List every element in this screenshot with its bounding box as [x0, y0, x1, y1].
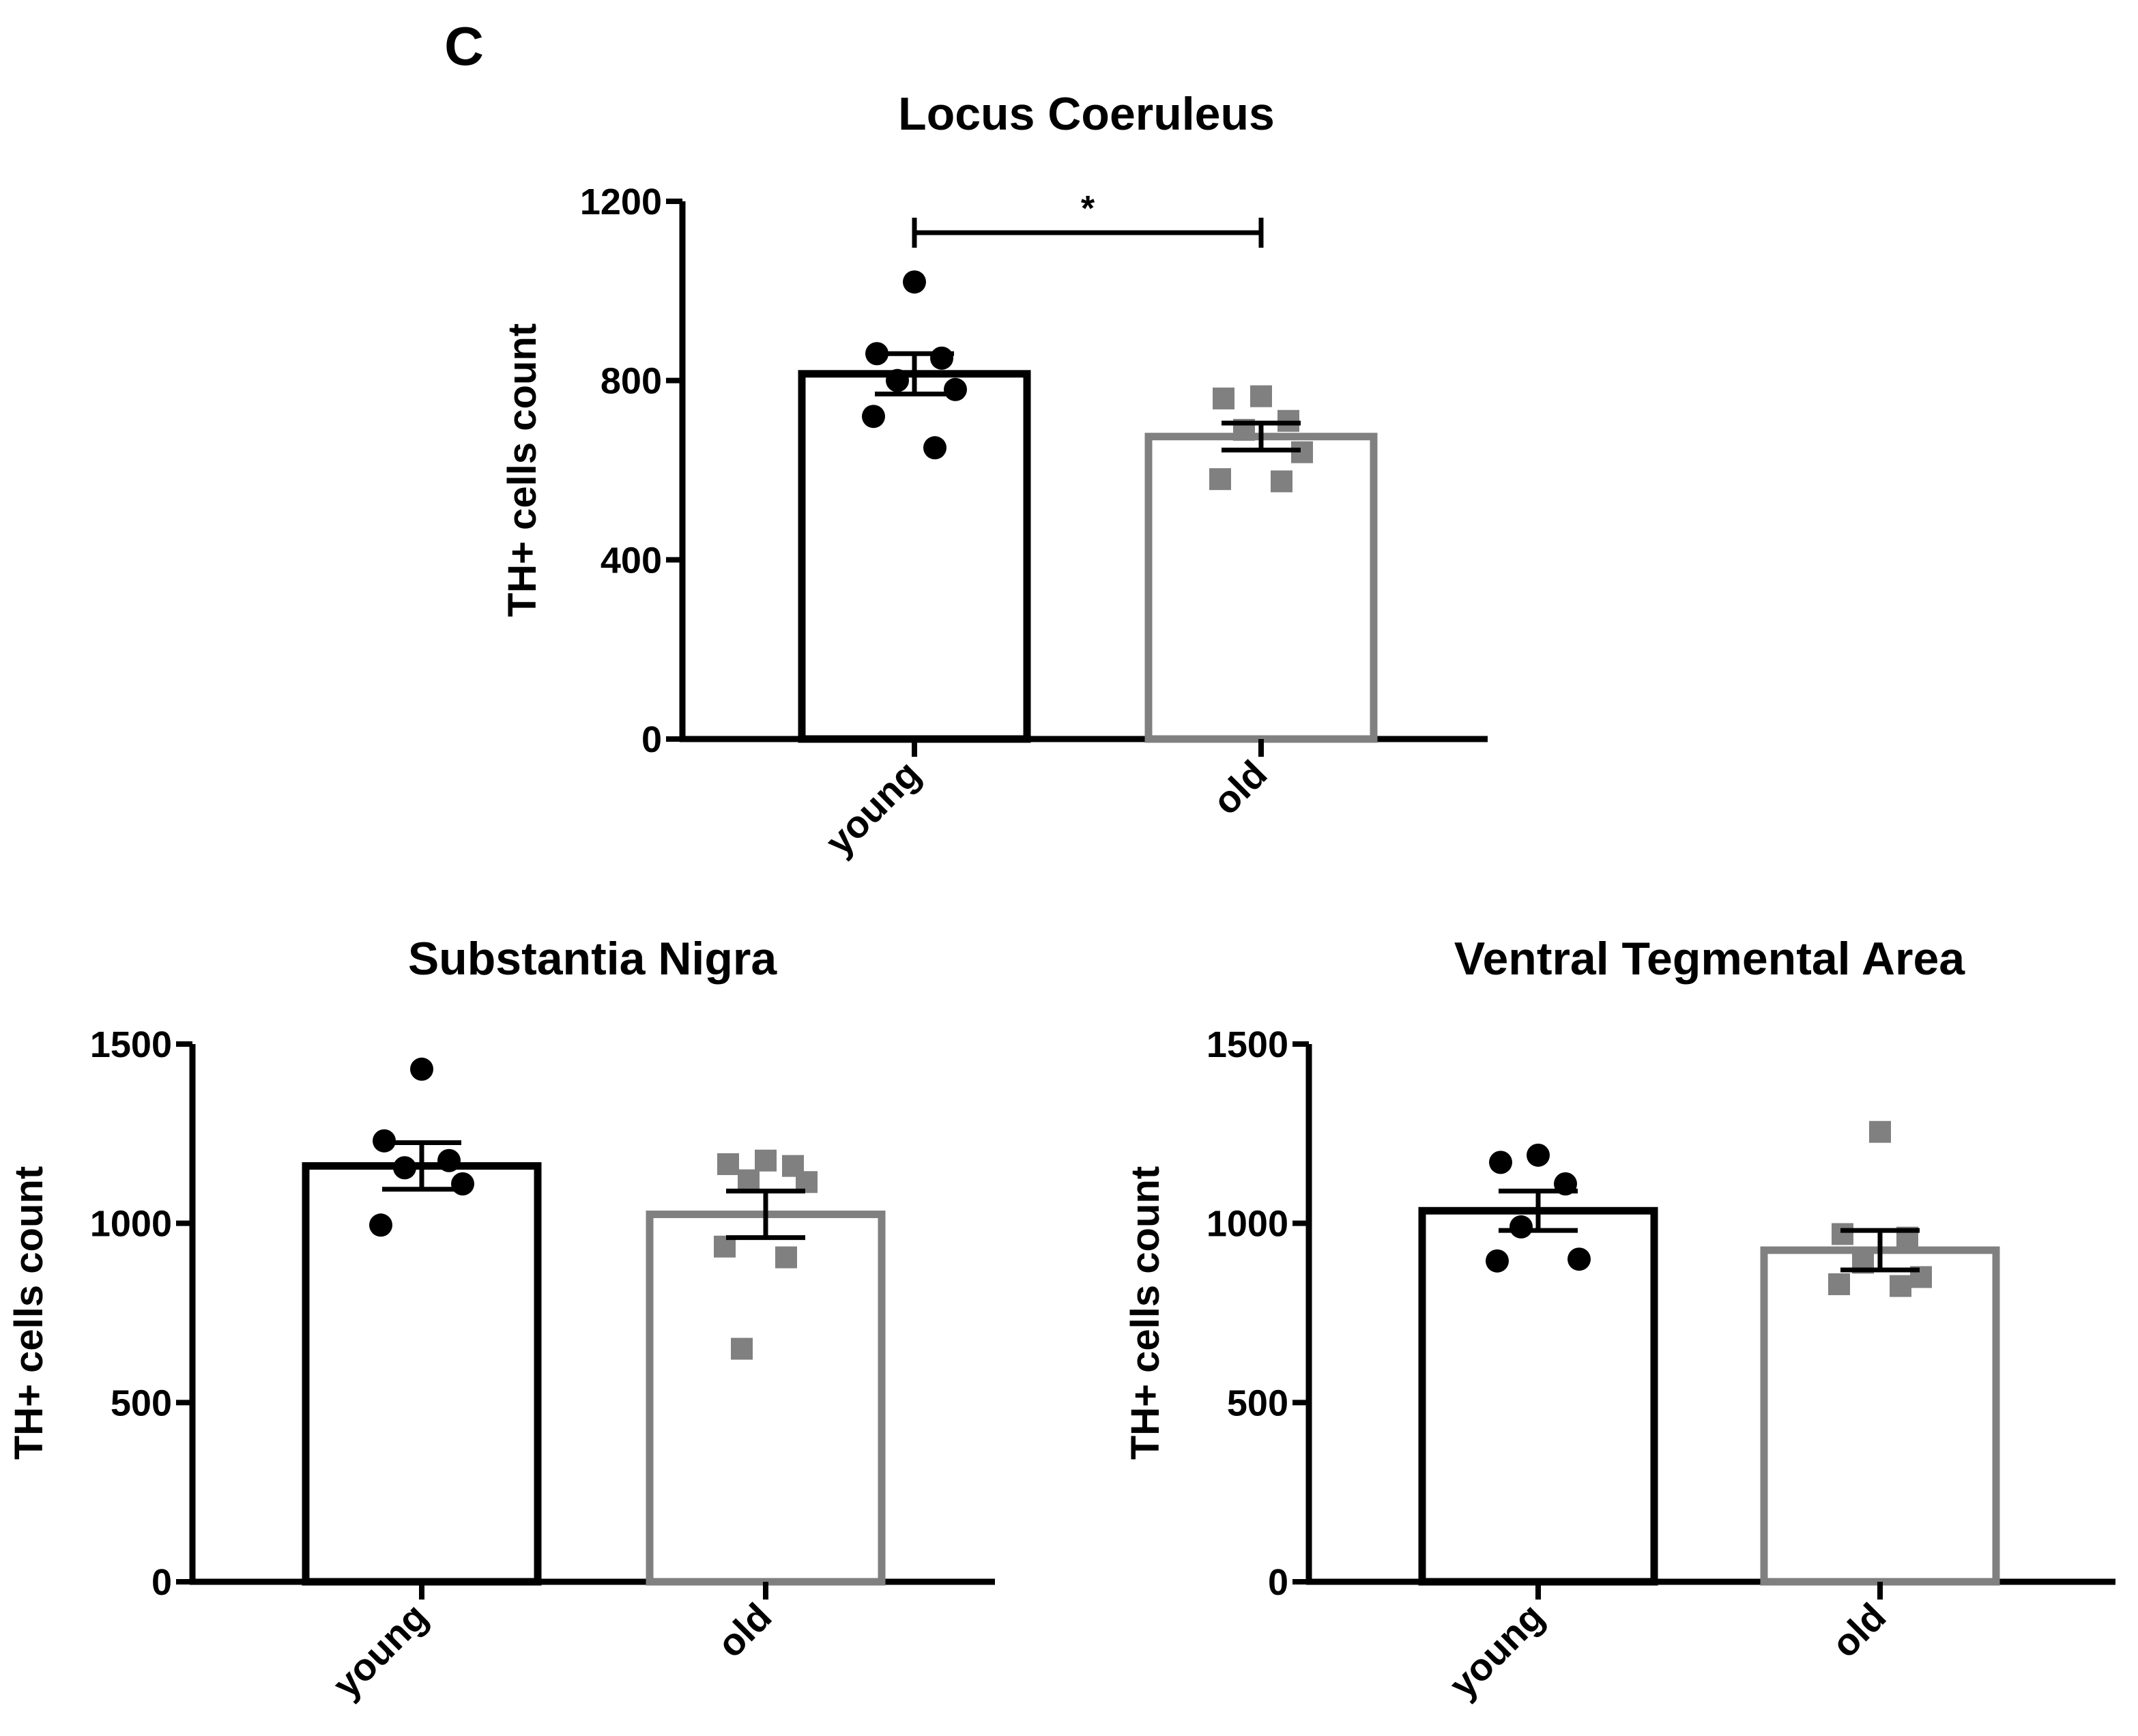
y-tick-label: 1500 — [1207, 1024, 1288, 1065]
chart-title: Ventral Tegmental Area — [1454, 933, 1965, 985]
x-category-label: old — [709, 1595, 780, 1666]
data-point-old — [755, 1149, 777, 1172]
x-category-label: young — [1441, 1595, 1552, 1706]
data-point-old — [775, 1246, 797, 1269]
data-point-old — [738, 1169, 760, 1191]
data-point-young — [944, 377, 967, 401]
data-point-old — [731, 1337, 753, 1360]
data-point-young — [1568, 1247, 1591, 1271]
data-point-old — [1828, 1273, 1850, 1295]
y-tick-label: 1500 — [90, 1024, 172, 1065]
data-point-young — [923, 436, 947, 460]
y-axis-label: TH+ cells count — [1123, 1166, 1168, 1460]
x-category-label: old — [1204, 752, 1275, 823]
data-point-young — [410, 1057, 433, 1081]
y-tick-label: 800 — [601, 361, 662, 402]
y-tick-label: 0 — [641, 719, 662, 760]
y-tick-label: 0 — [1268, 1562, 1288, 1603]
y-tick-label: 500 — [1227, 1383, 1288, 1423]
y-tick-label: 400 — [601, 540, 662, 581]
bar-young — [798, 370, 1031, 743]
data-point-young — [1486, 1249, 1509, 1273]
chart-title: Substantia Nigra — [408, 933, 777, 985]
charts: Locus Coeruleus TH+ cells count 0 400 800 120… — [7, 88, 2115, 1706]
x-category-label: young — [324, 1595, 435, 1706]
y-tick-label: 1200 — [580, 182, 662, 222]
y-tick-label: 500 — [111, 1383, 172, 1423]
chart-1: Substantia Nigra TH+ cells count 0 500 1000 1… — [7, 933, 995, 1706]
data-point-old — [1832, 1223, 1853, 1245]
chart-title: Locus Coeruleus — [898, 88, 1275, 140]
data-point-old — [1209, 468, 1231, 491]
data-point-young — [886, 368, 909, 392]
data-point-young — [1489, 1151, 1512, 1174]
data-point-old — [1271, 470, 1292, 493]
x-category-label: young — [817, 752, 928, 863]
data-point-young — [1527, 1143, 1550, 1167]
bar-young — [302, 1162, 542, 1586]
data-point-old — [717, 1153, 739, 1175]
significance-label: * — [1081, 189, 1095, 229]
data-point-young — [393, 1156, 416, 1180]
y-axis-label: TH+ cells count — [7, 1166, 51, 1460]
y-tick-label: 0 — [151, 1562, 172, 1603]
bar-old — [1144, 433, 1378, 743]
chart-0: Locus Coeruleus TH+ cells count 0 400 800 120… — [500, 88, 1488, 863]
bar-old — [646, 1211, 886, 1586]
data-point-young — [930, 346, 953, 370]
panel-label: C — [444, 16, 484, 76]
data-point-young — [862, 405, 885, 429]
data-point-young — [451, 1172, 474, 1196]
data-point-old — [1213, 387, 1234, 409]
data-point-young — [1509, 1215, 1533, 1239]
y-axis-label: TH+ cells count — [500, 323, 545, 617]
bar-young — [1418, 1206, 1658, 1586]
data-point-young — [369, 1213, 392, 1237]
x-category-label: old — [1823, 1595, 1894, 1666]
chart-2: Ventral Tegmental Area TH+ cells count 0 50… — [1123, 933, 2115, 1706]
y-tick-label: 1000 — [1207, 1204, 1288, 1245]
bar-old — [1760, 1246, 2000, 1586]
data-point-young — [437, 1148, 461, 1172]
data-point-old — [1869, 1120, 1891, 1143]
data-point-old — [1890, 1275, 1911, 1297]
y-tick-label: 1000 — [90, 1204, 172, 1245]
data-point-old — [1250, 385, 1272, 407]
data-point-young — [903, 270, 926, 294]
